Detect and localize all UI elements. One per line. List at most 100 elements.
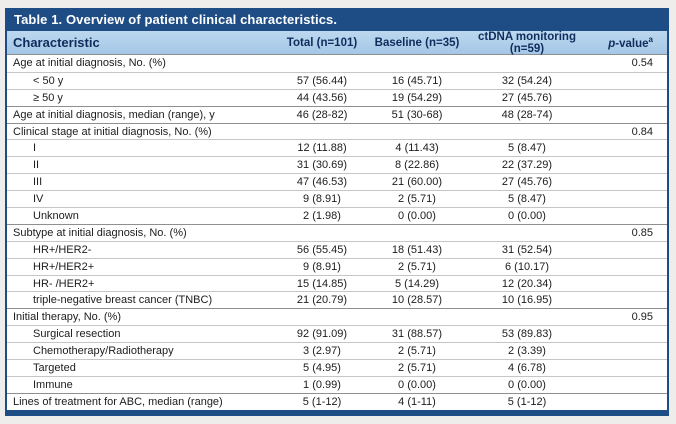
row-label: Age at initial diagnosis, No. (%) (13, 57, 166, 70)
cell-baseline: 31 (88.57) (391, 328, 443, 341)
table-row: Surgical resection 92 (91.09) 31 (88.57) 53… (7, 325, 667, 343)
cell-total: 47 (46.53) (296, 176, 348, 189)
cell-pvalue: 0.95 (631, 311, 653, 324)
cell-baseline: 5 (14.29) (394, 277, 440, 290)
cell-ctdna: 10 (16.95) (501, 294, 553, 307)
column-header-pvalue: p-valuea (587, 35, 667, 50)
cell-baseline: 2 (5.71) (398, 193, 436, 206)
column-header-ctdna: ctDNA monitoring (n=59) (478, 30, 576, 55)
row-label: Immune (33, 378, 73, 391)
row-label: Lines of treatment for ABC, median (rang… (13, 395, 223, 408)
cell-baseline: 2 (5.71) (398, 361, 436, 374)
cell-total: 57 (56.44) (296, 74, 348, 87)
cell-total: 12 (11.88) (297, 142, 347, 155)
cell-total: 44 (43.56) (296, 91, 348, 104)
table-row: Targeted 5 (4.95) 2 (5.71) 4 (6.78) (7, 359, 667, 376)
cell-baseline: 8 (22.86) (394, 159, 440, 172)
table-row: triple-negative breast cancer (TNBC) 21 (… (7, 291, 667, 309)
cell-total: 1 (0.99) (303, 378, 341, 391)
cell-baseline: 10 (28.57) (391, 294, 443, 307)
cell-ctdna: 5 (8.47) (508, 193, 546, 206)
cell-total: 3 (2.97) (303, 345, 341, 358)
row-label: HR+/HER2- (33, 243, 92, 256)
table-row: HR- /HER2+ 15 (14.85) 5 (14.29) 12 (20.34) (7, 274, 667, 292)
table-bottom-border (7, 409, 667, 416)
cell-ctdna: 27 (45.76) (501, 176, 553, 189)
row-label: III (33, 176, 43, 189)
table-row: < 50 y 57 (56.44) 16 (45.71) 32 (54.24) (7, 71, 667, 89)
table-title: Table 1. Overview of patient clinical ch… (14, 12, 338, 27)
row-label: Age at initial diagnosis, median (range)… (13, 108, 215, 121)
cell-baseline: 19 (54.29) (391, 91, 443, 104)
cell-baseline: 0 (0.00) (398, 378, 436, 391)
cell-baseline: 0 (0.00) (398, 209, 436, 222)
row-label: Clinical stage at initial diagnosis, No.… (13, 125, 212, 138)
cell-pvalue: 0.54 (631, 57, 653, 70)
table-header-row: Characteristic Total (n=101) Baseline (n… (7, 31, 667, 55)
row-label: Unknown (33, 209, 79, 222)
cell-total: 2 (1.98) (303, 209, 341, 222)
table-row: III 47 (46.53) 21 (60.00) 27 (45.76) (7, 173, 667, 191)
column-header-total: Total (n=101) (286, 36, 358, 49)
cell-ctdna: 31 (52.54) (501, 243, 553, 256)
pvalue-italic-p: p (608, 37, 616, 50)
pvalue-label-rest: -value (615, 37, 649, 50)
table-row: Chemotherapy/Radiotherapy 3 (2.97) 2 (5.71… (7, 342, 667, 360)
row-label: I (33, 142, 37, 155)
cell-ctdna: 5 (1-12) (507, 395, 547, 408)
row-label: Initial therapy, No. (%) (13, 311, 122, 324)
cell-ctdna: 12 (20.34) (501, 277, 553, 290)
cell-total: 5 (4.95) (303, 361, 341, 374)
cell-total: 92 (91.09) (296, 328, 348, 341)
cell-ctdna: 2 (3.39) (508, 345, 546, 358)
cell-ctdna: 53 (89.83) (501, 328, 553, 341)
pvalue-footnote-marker: a (648, 35, 653, 45)
table-row: Age at initial diagnosis, median (range)… (7, 105, 667, 123)
row-label: Targeted (33, 361, 76, 374)
table-row: Subtype at initial diagnosis, No. (%) 0.8… (7, 223, 667, 241)
table-title-bar: Table 1. Overview of patient clinical ch… (7, 8, 667, 31)
cell-ctdna: 22 (37.29) (501, 159, 553, 172)
cell-total: 46 (28-82) (296, 108, 348, 121)
table-row: IV 9 (8.91) 2 (5.71) 5 (8.47) (7, 190, 667, 208)
cell-ctdna: 27 (45.76) (501, 91, 553, 104)
clinical-characteristics-table: Table 1. Overview of patient clinical ch… (5, 8, 669, 416)
row-label: triple-negative breast cancer (TNBC) (33, 294, 213, 307)
row-label: Subtype at initial diagnosis, No. (%) (13, 226, 187, 239)
cell-total: 9 (8.91) (303, 193, 341, 206)
table-row: Immune 1 (0.99) 0 (0.00) 0 (0.00) (7, 375, 667, 393)
cell-total: 21 (20.79) (296, 294, 348, 307)
row-label: < 50 y (33, 74, 64, 87)
cell-baseline: 4 (11.43) (395, 142, 439, 155)
table-row: HR+/HER2+ 9 (8.91) 2 (5.71) 6 (10.17) (7, 257, 667, 275)
cell-baseline: 51 (30-68) (391, 108, 443, 121)
cell-total: 31 (30.69) (296, 159, 348, 172)
cell-ctdna: 32 (54.24) (501, 74, 553, 87)
table-row: Age at initial diagnosis, No. (%) 0.54 (7, 55, 667, 72)
cell-baseline: 2 (5.71) (398, 260, 436, 273)
cell-baseline: 18 (51.43) (391, 243, 443, 256)
row-label: HR- /HER2+ (33, 277, 95, 290)
column-header-baseline: Baseline (n=35) (374, 36, 460, 49)
table-row: Lines of treatment for ABC, median (rang… (7, 392, 667, 410)
cell-pvalue: 0.85 (631, 226, 653, 239)
cell-ctdna: 48 (28-74) (501, 108, 553, 121)
cell-baseline: 2 (5.71) (398, 345, 436, 358)
cell-total: 15 (14.85) (296, 277, 348, 290)
table-row: HR+/HER2- 56 (55.45) 18 (51.43) 31 (52.54) (7, 240, 667, 258)
cell-baseline: 16 (45.71) (391, 74, 443, 87)
cell-ctdna: 6 (10.17) (504, 260, 550, 273)
cell-baseline: 21 (60.00) (391, 176, 443, 189)
row-label: Chemotherapy/Radiotherapy (33, 345, 174, 358)
cell-ctdna: 0 (0.00) (508, 209, 546, 222)
cell-ctdna: 4 (6.78) (508, 361, 546, 374)
row-label: Surgical resection (33, 328, 121, 341)
row-label: IV (33, 193, 44, 206)
row-label: II (33, 159, 40, 172)
column-header-characteristic: Characteristic (13, 35, 100, 50)
cell-total: 9 (8.91) (303, 260, 341, 273)
cell-total: 5 (1-12) (302, 395, 342, 408)
table-row: Clinical stage at initial diagnosis, No.… (7, 122, 667, 140)
table-row: Initial therapy, No. (%) 0.95 (7, 308, 667, 326)
